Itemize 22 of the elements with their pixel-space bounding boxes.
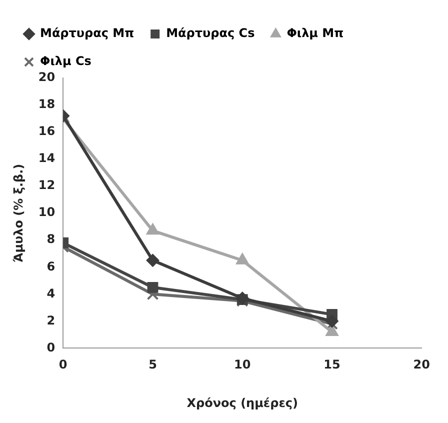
x-tick-label: 0 xyxy=(58,358,68,372)
x-tick-label: 10 xyxy=(234,358,251,372)
y-axis-title: Άμυλο (% ξ.β.) xyxy=(11,164,26,262)
x-tick-label: 15 xyxy=(324,358,340,372)
x-tick-label: 5 xyxy=(148,358,157,372)
y-tick-label: 0 xyxy=(46,340,56,354)
y-tick-label: 8 xyxy=(46,232,56,246)
legend-label: Μάρτυρας Cs xyxy=(166,26,255,40)
y-tick-label: 10 xyxy=(38,205,56,220)
x-tick-label: 20 xyxy=(413,358,430,372)
legend-label: Φιλμ Μπ xyxy=(286,26,344,40)
y-tick-label: 20 xyxy=(38,70,56,84)
y-tick-label: 2 xyxy=(46,313,56,328)
y-tick-label: 16 xyxy=(38,124,56,138)
y-tick-label: 12 xyxy=(38,178,56,192)
x-axis-title: Χρόνος (ημέρες) xyxy=(186,396,298,410)
y-tick-label: 4 xyxy=(46,286,56,300)
y-tick-label: 18 xyxy=(38,97,56,112)
legend-label: Φιλμ Cs xyxy=(40,54,92,68)
legend-label: Μάρτυρας Μπ xyxy=(40,26,134,40)
y-tick-label: 6 xyxy=(46,259,56,274)
y-tick-label: 14 xyxy=(38,151,56,166)
